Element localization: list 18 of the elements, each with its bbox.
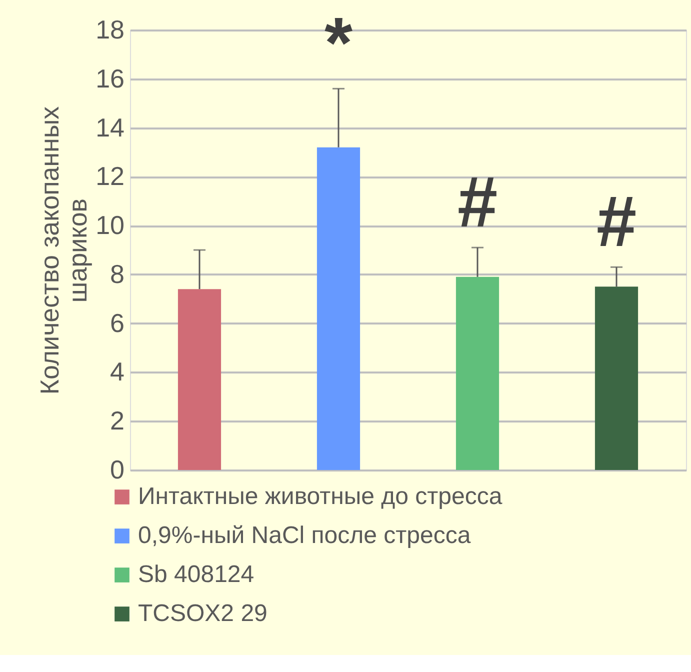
y-tick-label: 12: [96, 161, 124, 192]
y-tick-label: 10: [96, 210, 124, 240]
y-tick-label: 16: [96, 63, 124, 94]
y-tick-label: 0: [110, 454, 124, 484]
annotation: #: [457, 162, 498, 243]
y-tick-label: 4: [110, 356, 124, 387]
y-tick-label: 6: [110, 308, 124, 338]
annotation: #: [596, 182, 637, 262]
legend-label: Интактные животные до стресса: [138, 483, 503, 510]
y-axis-title: Количество закопанных шариков: [34, 106, 93, 395]
legend-label: 0,9%-ный NaCl после стресса: [138, 522, 472, 549]
y-tick-label: 2: [110, 406, 124, 436]
y-tick-label: 18: [96, 14, 124, 44]
legend-label: TCSOX2 29: [138, 600, 268, 627]
y-tick-label: 8: [110, 258, 124, 289]
legend-label: Sb 408124: [138, 561, 254, 588]
y-tick-label: 14: [96, 112, 124, 142]
annotation: *: [324, 4, 353, 84]
